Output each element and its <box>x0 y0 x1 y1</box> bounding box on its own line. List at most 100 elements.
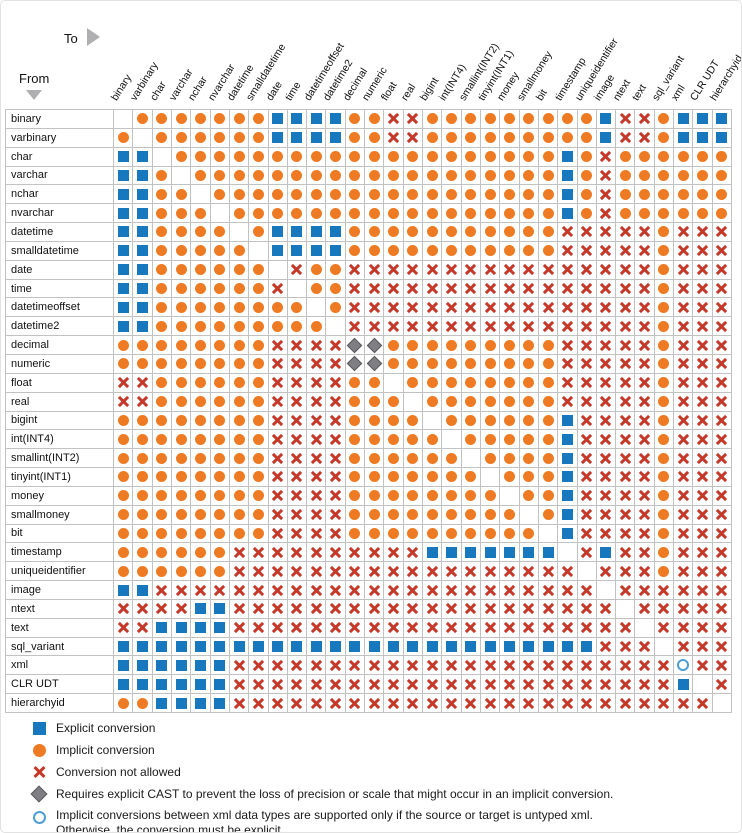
implicit-conversion-marker <box>484 414 496 426</box>
explicit-conversion-marker <box>291 113 303 125</box>
matrix-cell <box>712 354 732 374</box>
matrix-cell <box>229 317 250 337</box>
not-allowed-marker <box>522 621 535 634</box>
matrix-cell <box>365 110 385 129</box>
matrix-cell <box>558 392 578 412</box>
implicit-conversion-marker <box>175 207 187 219</box>
not-allowed-marker <box>580 376 593 389</box>
matrix-cell <box>114 618 134 638</box>
matrix-cell <box>674 298 694 318</box>
not-allowed-marker <box>619 433 632 446</box>
matrix-cell <box>577 562 597 582</box>
explicit-conversion-marker <box>156 697 168 709</box>
implicit-conversion-marker <box>156 490 168 502</box>
matrix-cell <box>635 599 655 619</box>
not-allowed-marker <box>696 263 709 276</box>
matrix-cell <box>712 128 732 148</box>
matrix-cell <box>152 354 172 374</box>
not-allowed-marker <box>619 659 632 672</box>
matrix-cell <box>635 298 655 318</box>
row-label-money: money <box>6 486 114 506</box>
matrix-cell <box>268 486 288 506</box>
matrix-cell <box>287 260 308 280</box>
matrix-cell <box>538 317 559 337</box>
matrix-cell <box>171 618 192 638</box>
matrix-cell <box>712 204 732 224</box>
implicit-conversion-marker <box>136 113 148 125</box>
matrix-cell <box>712 468 732 487</box>
matrix-cell <box>538 185 559 205</box>
implicit-conversion-marker <box>194 414 206 426</box>
not-allowed-marker <box>484 301 497 314</box>
not-allowed-marker <box>696 452 709 465</box>
matrix-cell <box>229 147 250 167</box>
not-allowed-marker <box>677 433 690 446</box>
matrix-cell <box>133 694 153 713</box>
matrix-cell <box>210 505 230 525</box>
not-allowed-marker <box>252 659 265 672</box>
matrix-cell <box>249 694 269 713</box>
implicit-conversion-marker <box>484 151 496 163</box>
matrix-cell <box>596 411 617 431</box>
matrix-cell <box>558 449 578 469</box>
implicit-conversion-marker <box>503 377 515 389</box>
matrix-cell <box>171 637 192 657</box>
matrix-cell <box>403 204 423 224</box>
matrix-cell <box>480 430 501 450</box>
implicit-conversion-marker <box>484 169 496 181</box>
matrix-cell <box>442 110 462 129</box>
explicit-conversion-marker <box>330 113 342 125</box>
matrix-cell <box>480 185 501 205</box>
matrix-cell <box>133 449 153 469</box>
matrix-cell <box>307 675 327 695</box>
matrix-cell <box>442 298 462 318</box>
not-allowed-marker <box>290 263 303 276</box>
matrix-cell <box>229 392 250 412</box>
matrix-cell <box>674 656 694 676</box>
explicit-conversion-marker <box>561 471 573 483</box>
matrix-cell <box>345 449 366 469</box>
matrix-cell <box>403 486 423 506</box>
implicit-conversion-marker <box>214 546 226 558</box>
implicit-conversion-marker <box>233 396 245 408</box>
implicit-conversion-marker <box>368 113 380 125</box>
matrix-cell <box>500 279 520 299</box>
not-allowed-marker <box>290 414 303 427</box>
not-allowed-marker <box>329 621 342 634</box>
matrix-cell <box>712 581 732 600</box>
row-label-sql-variant: sql_variant <box>6 637 114 657</box>
matrix-cell <box>674 373 694 393</box>
implicit-conversion-marker <box>117 565 129 577</box>
matrix-cell <box>249 599 269 619</box>
not-allowed-marker <box>387 621 400 634</box>
implicit-conversion-marker <box>523 207 535 219</box>
matrix-cell <box>461 562 481 582</box>
not-allowed-marker <box>329 339 342 352</box>
implicit-conversion-marker <box>310 151 322 163</box>
not-allowed-marker <box>599 263 612 276</box>
matrix-cell <box>616 618 636 638</box>
not-allowed-marker <box>117 395 130 408</box>
implicit-conversion-marker <box>445 452 457 464</box>
matrix-cell <box>538 223 559 242</box>
implicit-conversion-marker <box>503 471 515 483</box>
matrix-cell <box>558 317 578 337</box>
matrix-cell <box>229 298 250 318</box>
matrix-cell <box>133 336 153 355</box>
not-allowed-marker <box>271 357 284 370</box>
matrix-cell <box>307 430 327 450</box>
not-allowed-marker <box>599 659 612 672</box>
matrix-cell <box>423 543 443 563</box>
implicit-conversion-marker <box>658 471 670 483</box>
matrix-cell <box>693 562 713 582</box>
implicit-conversion-marker <box>658 377 670 389</box>
matrix-cell <box>287 241 308 261</box>
not-allowed-marker <box>715 621 728 634</box>
not-allowed-marker <box>715 640 728 653</box>
matrix-cell <box>480 486 501 506</box>
matrix-cell <box>693 468 713 487</box>
matrix-cell <box>596 204 617 224</box>
implicit-conversion-marker <box>330 264 342 276</box>
matrix-cell <box>442 543 462 563</box>
matrix-cell <box>712 524 732 544</box>
